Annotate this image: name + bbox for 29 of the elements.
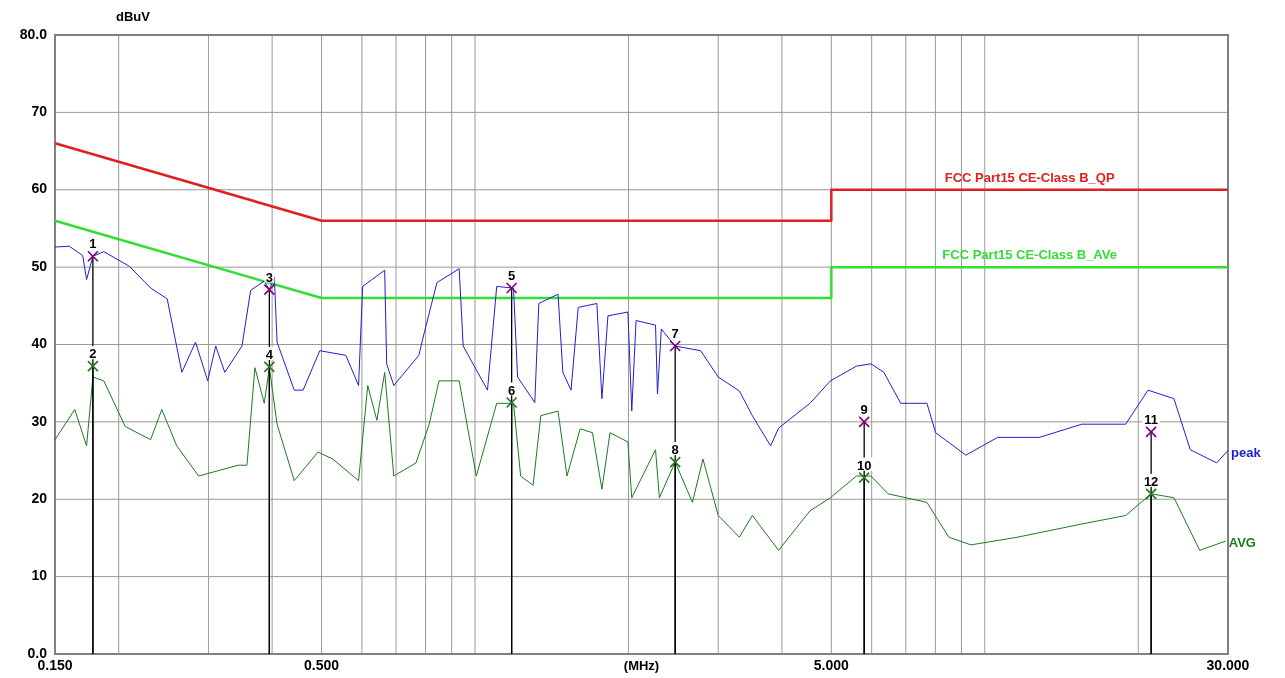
y-tick-label: 70 [31,103,48,120]
y-tick-label: 10 [31,567,48,584]
x-axis-title: (MHz) [623,658,660,673]
y-axis-title: dBuV [116,9,151,24]
annotation: 3 [265,269,273,285]
annotation: 7 [671,326,679,342]
annotation: 1 [89,236,97,252]
annotation: 11 [1144,411,1159,427]
y-tick-label: 60 [31,180,48,197]
series-label: FCC Part15 CE-Class B_QP [944,169,1115,185]
x-tick-label: 5.000 [813,657,850,673]
x-tick-label: 0.500 [304,657,340,673]
annotation: 5 [508,268,516,284]
annotation: 8 [671,442,679,458]
y-tick-label: 40 [31,335,48,352]
y-tick-label: 30 [31,412,48,429]
annotation: 2 [89,346,97,362]
series-label: AVG [1228,535,1256,551]
y-tick-label: 20 [31,489,48,506]
annotation: 6 [508,382,516,398]
annotation: 10 [856,457,872,473]
annotation: 4 [265,346,274,362]
y-tick-label: 80.0 [19,25,48,42]
annotation: 9 [860,401,868,417]
series-label: peak [1231,444,1262,460]
series-label: FCC Part15 CE-Class B_AVe [942,247,1117,263]
annotation: 12 [1143,473,1159,489]
x-tick-label: 30.000 [1206,657,1250,673]
y-tick-label: 50 [31,257,48,274]
